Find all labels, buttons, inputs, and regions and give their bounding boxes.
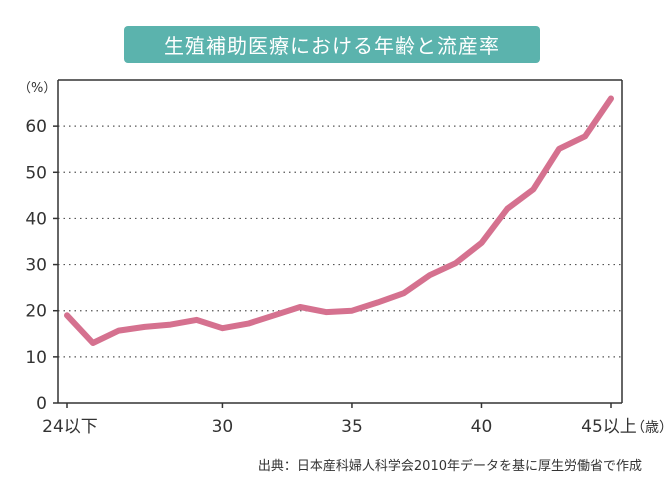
x-tick-label: 35 (341, 417, 363, 437)
data-point (299, 306, 301, 308)
data-point (377, 301, 379, 304)
y-unit-label: （%） (18, 81, 56, 96)
data-point (480, 242, 483, 244)
y-tick-label: 50 (25, 163, 47, 183)
y-tick-label: 40 (25, 209, 47, 229)
data-point (118, 329, 120, 332)
y-tick-label: 0 (36, 394, 47, 414)
data-point (247, 322, 250, 325)
data-point (325, 311, 327, 313)
data-point (428, 274, 431, 276)
data-point (195, 319, 198, 321)
data-point (506, 207, 509, 210)
data-point (532, 188, 535, 191)
x-tick-label: 24以下 (42, 417, 98, 437)
data-point (143, 326, 146, 328)
data-point (610, 97, 612, 100)
data-point (92, 342, 94, 344)
data-point (584, 135, 586, 138)
y-tick-label: 10 (25, 348, 47, 368)
source-note: 出典：日本産科婦人科学会2010年データを基に厚生労働省で作成 (257, 459, 642, 474)
y-tick-label: 20 (25, 302, 47, 322)
chart-title: 生殖補助医療における年齢と流産率 (164, 34, 500, 58)
data-point (558, 147, 560, 150)
x-tick-label: 30 (212, 417, 234, 437)
y-tick-label: 60 (25, 117, 47, 137)
data-point (402, 292, 405, 294)
series-line-0 (64, 95, 614, 346)
data-point (454, 262, 457, 264)
data-point (169, 323, 172, 326)
x-tick-label: 45以上 (581, 417, 637, 437)
data-point (66, 314, 68, 317)
x-tick-label: 40 (471, 417, 493, 437)
data-point (273, 314, 276, 317)
data-point (221, 327, 224, 330)
x-unit-label: （歳） (631, 420, 664, 436)
data-point (351, 309, 353, 312)
chart-title-banner: 生殖補助医療における年齢と流産率 (124, 26, 540, 63)
y-tick-label: 30 (25, 256, 47, 276)
